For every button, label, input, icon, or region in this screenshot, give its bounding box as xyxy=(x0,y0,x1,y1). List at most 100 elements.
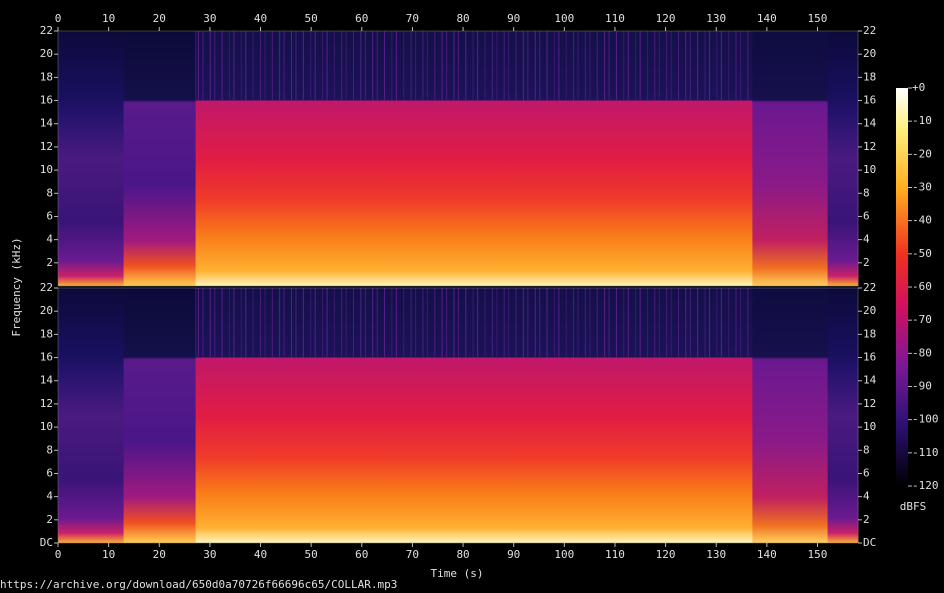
colorbar-label: dBFS xyxy=(900,500,927,513)
y-tick-label-right: 2 xyxy=(863,256,870,269)
colorbar xyxy=(896,88,908,486)
spectrogram-region xyxy=(123,288,197,543)
colorbar-tick-label: -30 xyxy=(912,181,932,194)
y-tick-label-left: 16 xyxy=(40,94,53,107)
x-tick-label: 40 xyxy=(254,12,267,25)
colorbar-tick-label: -20 xyxy=(912,147,932,160)
x-tick-label: 40 xyxy=(254,548,267,561)
x-tick-label: 150 xyxy=(808,12,828,25)
y-tick-label-right: 20 xyxy=(863,304,876,317)
y-tick-label-right: 8 xyxy=(863,443,870,456)
y-tick-label-left: 10 xyxy=(40,163,53,176)
y-tick-label-left: 4 xyxy=(46,233,53,246)
y-tick-label-right: 10 xyxy=(863,163,876,176)
y-tick-label-right: 10 xyxy=(863,420,876,433)
x-tick-label: 120 xyxy=(656,12,676,25)
y-axis-label: Frequency (kHz) xyxy=(10,237,23,336)
y-tick-label-right: DC xyxy=(863,536,876,549)
x-tick-label: 0 xyxy=(55,12,62,25)
spectrogram-region xyxy=(752,31,829,286)
y-tick-label-left: 20 xyxy=(40,47,53,60)
y-tick-label-left: 2 xyxy=(46,256,53,269)
y-tick-label-right: 6 xyxy=(863,209,870,222)
x-tick-label: 150 xyxy=(808,548,828,561)
x-tick-label: 0 xyxy=(55,548,62,561)
x-axis-label: Time (s) xyxy=(431,567,484,580)
y-tick-label-right: 14 xyxy=(863,117,877,130)
y-tick-label-left: DC xyxy=(40,536,53,549)
spectrogram-region xyxy=(827,31,859,286)
y-tick-label-left: 8 xyxy=(46,186,53,199)
x-tick-label: 100 xyxy=(554,548,574,561)
colorbar-tick-label: -40 xyxy=(912,214,932,227)
spectrogram-region xyxy=(58,31,125,286)
x-tick-label: 60 xyxy=(355,12,368,25)
x-tick-label: 20 xyxy=(153,548,166,561)
y-tick-label-left: 18 xyxy=(40,327,53,340)
colorbar-tick-label: -70 xyxy=(912,313,932,326)
x-tick-label: 70 xyxy=(406,548,419,561)
x-tick-label: 30 xyxy=(203,548,216,561)
x-tick-label: 80 xyxy=(456,12,469,25)
spectrogram-region xyxy=(752,288,829,543)
y-tick-label-left: 12 xyxy=(40,397,53,410)
y-tick-label-right: 12 xyxy=(863,140,876,153)
y-tick-label-right: 16 xyxy=(863,94,876,107)
colorbar-tick-label: -10 xyxy=(912,114,932,127)
y-tick-label-right: 16 xyxy=(863,351,876,364)
y-tick-label-right: 18 xyxy=(863,70,876,83)
spectrogram-region xyxy=(195,31,753,286)
colorbar-tick-label: -120 xyxy=(912,479,939,492)
y-tick-label-right: 8 xyxy=(863,186,870,199)
x-tick-label: 130 xyxy=(706,12,726,25)
spectrogram-region xyxy=(58,288,125,543)
y-tick-label-left: 14 xyxy=(40,374,54,387)
y-tick-label-left: 2 xyxy=(46,513,53,526)
x-tick-label: 70 xyxy=(406,12,419,25)
colorbar-tick-label: -60 xyxy=(912,280,932,293)
x-tick-label: 110 xyxy=(605,548,625,561)
y-tick-label-right: 6 xyxy=(863,466,870,479)
y-tick-label-left: 18 xyxy=(40,70,53,83)
x-tick-label: 90 xyxy=(507,12,520,25)
y-tick-label-left: 22 xyxy=(40,281,53,294)
y-tick-label-left: 6 xyxy=(46,209,53,222)
spectrogram-region xyxy=(123,31,197,286)
x-tick-label: 100 xyxy=(554,12,574,25)
x-tick-label: 130 xyxy=(706,548,726,561)
y-tick-label-right: 12 xyxy=(863,397,876,410)
y-tick-label-left: 14 xyxy=(40,117,54,130)
y-tick-label-right: 22 xyxy=(863,281,876,294)
y-tick-label-right: 4 xyxy=(863,490,870,503)
y-tick-label-left: 8 xyxy=(46,443,53,456)
colorbar-tick-label: -110 xyxy=(912,446,939,459)
x-tick-label: 140 xyxy=(757,12,777,25)
x-tick-label: 20 xyxy=(153,12,166,25)
y-tick-label-left: 20 xyxy=(40,304,53,317)
colorbar-tick-label: +0 xyxy=(912,81,925,94)
x-tick-label: 50 xyxy=(305,548,318,561)
y-tick-label-right: 2 xyxy=(863,513,870,526)
y-tick-label-right: 4 xyxy=(863,233,870,246)
spectrogram-region xyxy=(827,288,859,543)
x-tick-label: 50 xyxy=(305,12,318,25)
x-tick-label: 10 xyxy=(102,548,115,561)
y-tick-label-left: 6 xyxy=(46,466,53,479)
x-tick-label: 110 xyxy=(605,12,625,25)
y-tick-label-right: 18 xyxy=(863,327,876,340)
plot-frame xyxy=(57,287,859,544)
y-tick-label-left: 22 xyxy=(40,24,53,37)
plot-frame xyxy=(57,30,859,287)
x-tick-label: 60 xyxy=(355,548,368,561)
x-tick-label: 140 xyxy=(757,548,777,561)
colorbar-tick-label: -100 xyxy=(912,413,939,426)
y-tick-label-right: 22 xyxy=(863,24,876,37)
spectrogram-region xyxy=(195,288,753,543)
colorbar-tick-label: -80 xyxy=(912,346,932,359)
x-tick-label: 80 xyxy=(456,548,469,561)
x-tick-label: 120 xyxy=(656,548,676,561)
y-tick-label-left: 4 xyxy=(46,490,53,503)
source-url: https://archive.org/download/650d0a70726… xyxy=(0,578,397,591)
